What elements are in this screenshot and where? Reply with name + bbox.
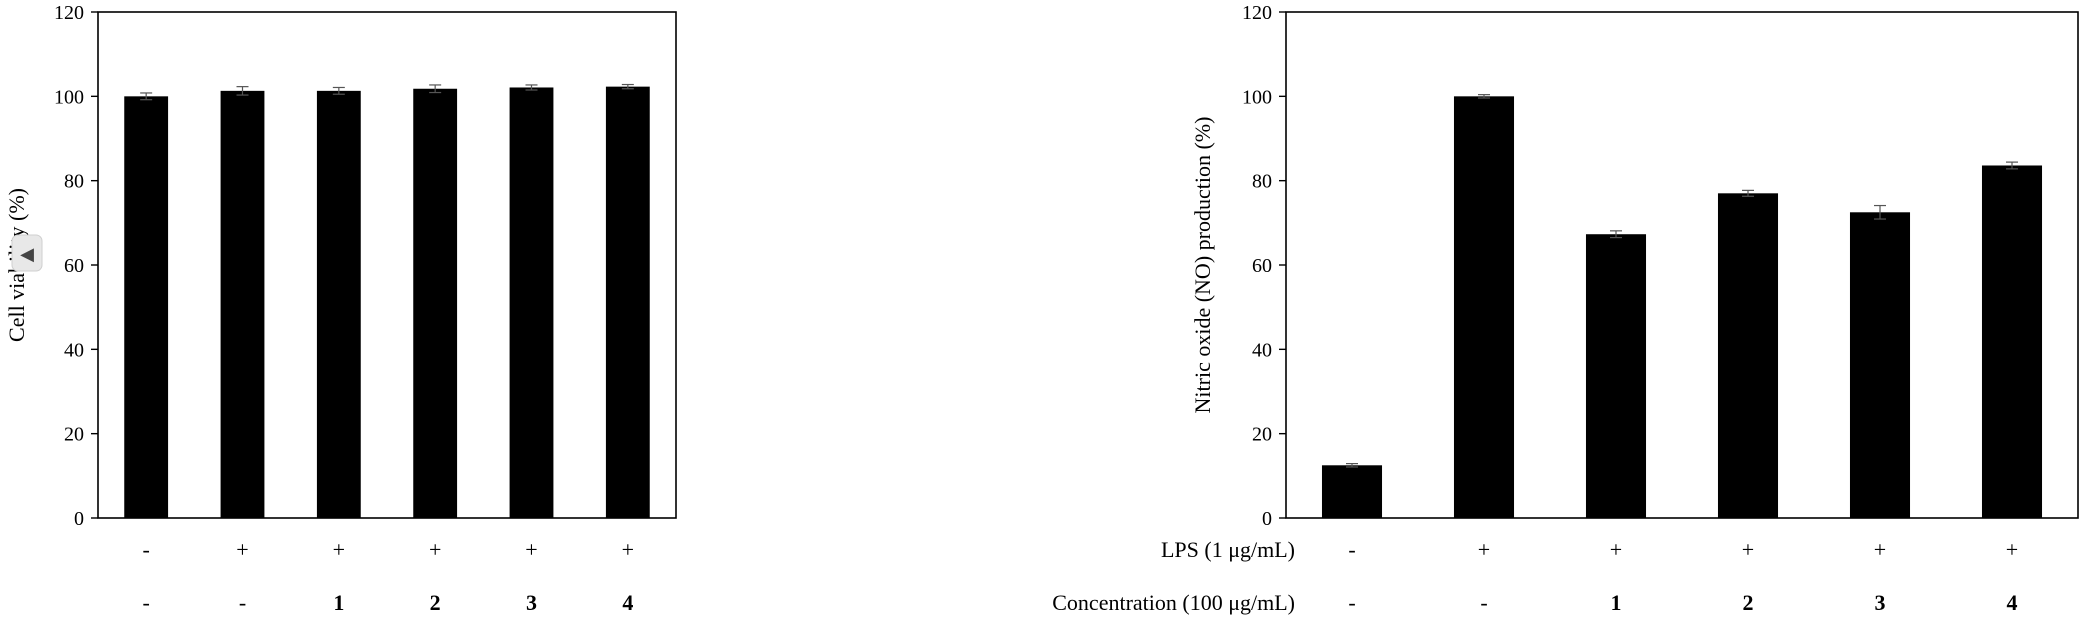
collapse-toggle-bg[interactable] [11, 234, 43, 272]
y-tick-label: 20 [64, 424, 84, 446]
treatment-symbol: + [622, 537, 634, 562]
y-tick-label: 20 [1252, 424, 1272, 446]
y-tick-label: 80 [1252, 171, 1272, 193]
y-tick-label: 60 [64, 255, 84, 277]
bar [413, 88, 458, 518]
treatment-symbol: + [429, 537, 441, 562]
y-tick-label: 0 [1262, 508, 1272, 530]
y-tick-label: 100 [54, 86, 84, 108]
treatment-symbol: 3 [526, 590, 537, 615]
y-tick-label: 120 [1242, 2, 1272, 24]
treatment-symbol: - [1348, 537, 1355, 562]
treatment-symbol: + [1610, 537, 1622, 562]
y-tick-label: 80 [64, 171, 84, 193]
treatment-symbol: + [525, 537, 537, 562]
bar [1849, 212, 1911, 518]
bar [1321, 465, 1383, 518]
bar [124, 96, 169, 518]
plot-frame [1285, 11, 2079, 519]
treatment-symbol: + [1742, 537, 1754, 562]
treatment-symbol: 1 [333, 590, 344, 615]
treatment-symbol: 4 [2007, 590, 2018, 615]
nitric-oxide-chart: 0 20 40 60 80 100 120 Nitric oxide (NO) product… [1052, 2, 2079, 615]
bar [220, 90, 265, 518]
bar [1585, 234, 1647, 519]
bar [605, 86, 650, 518]
treatment-symbol: 1 [1611, 590, 1622, 615]
y-tick-label: 40 [1252, 339, 1272, 361]
treatment-symbol: - [1480, 590, 1487, 615]
treatment-symbol: + [1478, 537, 1490, 562]
treatment-symbol: - [143, 590, 150, 615]
treatment-symbol: + [2006, 537, 2018, 562]
bar [509, 87, 554, 518]
treatment-symbol: + [1874, 537, 1886, 562]
treatment-symbol: 3 [1875, 590, 1886, 615]
treatment-symbol: + [236, 537, 248, 562]
y-tick-label: 40 [64, 339, 84, 361]
treatment-symbol: + [333, 537, 345, 562]
collapse-toggle-button[interactable]: ◀ [11, 234, 43, 272]
row-label: LPS (1 μg/mL) [1161, 537, 1295, 562]
bar [316, 90, 361, 518]
bar [1453, 96, 1515, 518]
y-tick-label: 60 [1252, 255, 1272, 277]
y-tick-label: 100 [1242, 86, 1272, 108]
plot-frame [97, 11, 677, 519]
y-tick-label: 120 [54, 2, 84, 24]
treatment-symbol: - [239, 590, 246, 615]
treatment-symbol: 2 [1743, 590, 1754, 615]
y-tick-label: 0 [74, 508, 84, 530]
bar [1717, 193, 1779, 519]
treatment-symbol: 4 [622, 590, 633, 615]
row-label: Concentration (100 μg/mL) [1052, 590, 1295, 615]
bar [1981, 165, 2043, 518]
treatment-symbol: 2 [430, 590, 441, 615]
y-axis-title: Nitric oxide (NO) production (%) [1190, 117, 1215, 414]
treatment-symbol: - [1348, 590, 1355, 615]
triangle-left-icon[interactable]: ◀ [20, 244, 34, 264]
treatment-symbol: - [143, 537, 150, 562]
